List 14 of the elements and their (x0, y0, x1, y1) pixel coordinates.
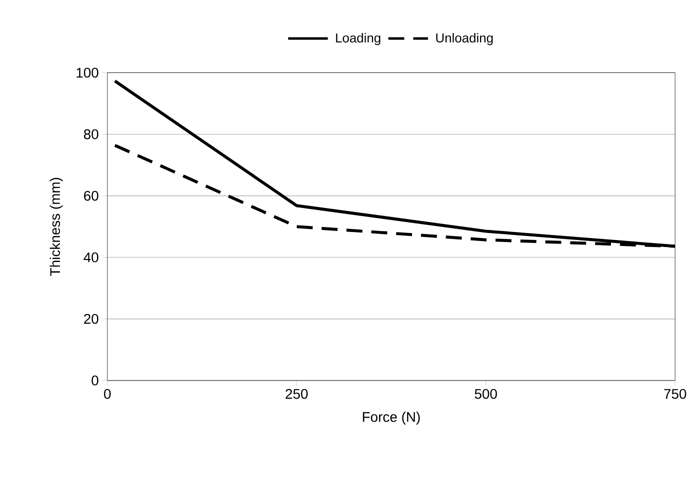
y-axis-title: Thickness (mm) (50, 178, 63, 276)
x-tick-label: 500 (474, 388, 497, 399)
y-tick-label: 80 (84, 129, 98, 140)
legend-label: Unloading (436, 32, 493, 46)
y-tick-label: 0 (92, 375, 98, 386)
x-axis-title: Force (N) (362, 412, 420, 425)
x-tick-label: 750 (664, 388, 686, 399)
y-tick-label: 40 (84, 252, 98, 262)
y-tick-label: 20 (84, 314, 98, 324)
x-tick-label: 0 (104, 388, 111, 399)
y-tick-label: 100 (76, 68, 98, 78)
y-tick-label: 60 (84, 190, 98, 201)
x-tick-label: 250 (286, 388, 308, 399)
legend-label: Loading (336, 32, 380, 46)
